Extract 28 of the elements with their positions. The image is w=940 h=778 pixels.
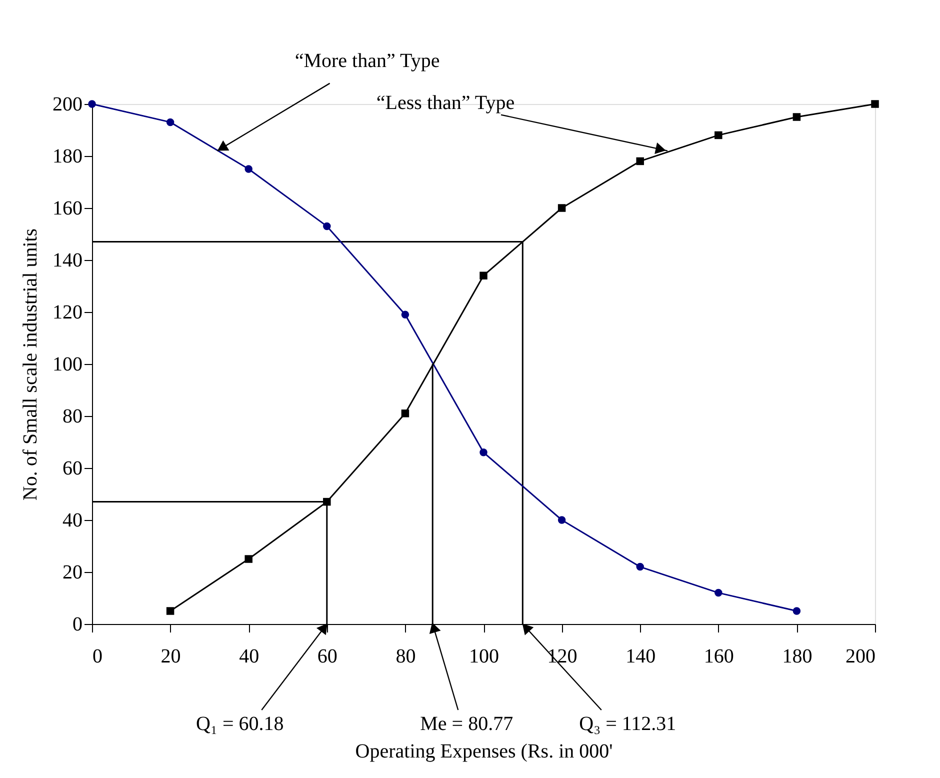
x-tick-label: 140 bbox=[626, 646, 656, 668]
y-tick-label: 120 bbox=[52, 302, 82, 324]
y-tick-label: 100 bbox=[52, 354, 82, 376]
x-tick-label: 60 bbox=[317, 646, 338, 668]
y-tick-label: 140 bbox=[52, 250, 82, 272]
y-axis-title: No. of Small scale industrial units bbox=[20, 228, 42, 501]
y-tick-label: 160 bbox=[52, 198, 82, 220]
x-axis-title: Operating Expenses (Rs. in 000' bbox=[355, 740, 613, 762]
annotation: Q₃ = 112.31 bbox=[579, 713, 676, 735]
x-tick-label: 100 bbox=[469, 646, 499, 668]
y-tick-label: 20 bbox=[62, 562, 82, 584]
y-tick-label: 80 bbox=[62, 406, 82, 428]
x-tick-label: 80 bbox=[396, 646, 416, 668]
y-tick-label: 40 bbox=[62, 510, 82, 532]
x-tick-label: 160 bbox=[704, 646, 734, 668]
y-tick-label: 180 bbox=[52, 146, 82, 168]
annotation: Q₁ = 60.18 bbox=[196, 713, 284, 735]
x-tick-label: 20 bbox=[160, 646, 181, 668]
y-tick-label: 200 bbox=[52, 94, 82, 116]
annotation: “Less than” Type bbox=[376, 92, 515, 114]
x-tick-label: 0 bbox=[92, 646, 102, 668]
x-tick-label: 40 bbox=[239, 646, 260, 668]
y-tick-label: 0 bbox=[72, 614, 82, 636]
y-tick-label: 60 bbox=[62, 458, 82, 480]
x-tick-label: 180 bbox=[782, 646, 812, 668]
x-tick-label: 200 bbox=[846, 646, 876, 668]
annotation: “More than” Type bbox=[294, 50, 440, 72]
annotation: Me = 80.77 bbox=[420, 713, 514, 735]
